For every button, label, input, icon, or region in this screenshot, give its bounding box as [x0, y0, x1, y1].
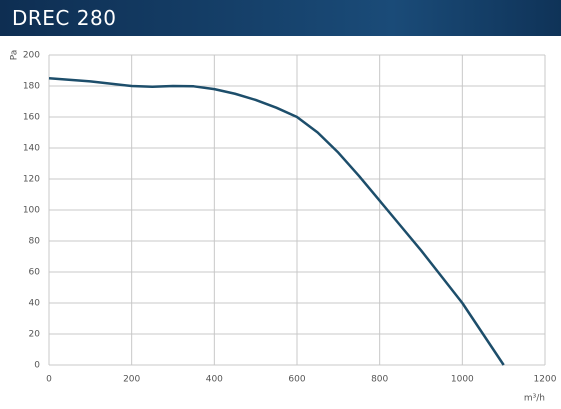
x-tick-label: 800 [371, 375, 388, 385]
y-axis-label: Pa [10, 50, 20, 61]
header-bar [0, 0, 561, 36]
y-tick-label: 140 [23, 144, 40, 154]
x-tick-label: 1200 [534, 375, 557, 385]
x-tick-label: 1000 [451, 375, 474, 385]
y-tick-label: 120 [23, 175, 40, 185]
y-tick-label: 100 [23, 206, 40, 216]
y-tick-label: 180 [23, 82, 40, 92]
y-tick-label: 0 [34, 361, 40, 371]
y-tick-label: 160 [23, 113, 40, 123]
y-tick-label: 40 [29, 299, 41, 309]
x-axis-label: m³/h [524, 394, 545, 404]
y-tick-label: 80 [29, 237, 41, 247]
y-tick-label: 60 [29, 268, 41, 278]
x-tick-label: 400 [206, 375, 223, 385]
x-tick-label: 0 [46, 375, 52, 385]
y-tick-label: 200 [23, 51, 40, 61]
x-tick-label: 600 [288, 375, 305, 385]
data-line [48, 77, 505, 366]
x-tick-label: 200 [123, 375, 140, 385]
y-tick-label: 20 [29, 330, 41, 340]
chart-title: DREC 280 [12, 6, 117, 30]
